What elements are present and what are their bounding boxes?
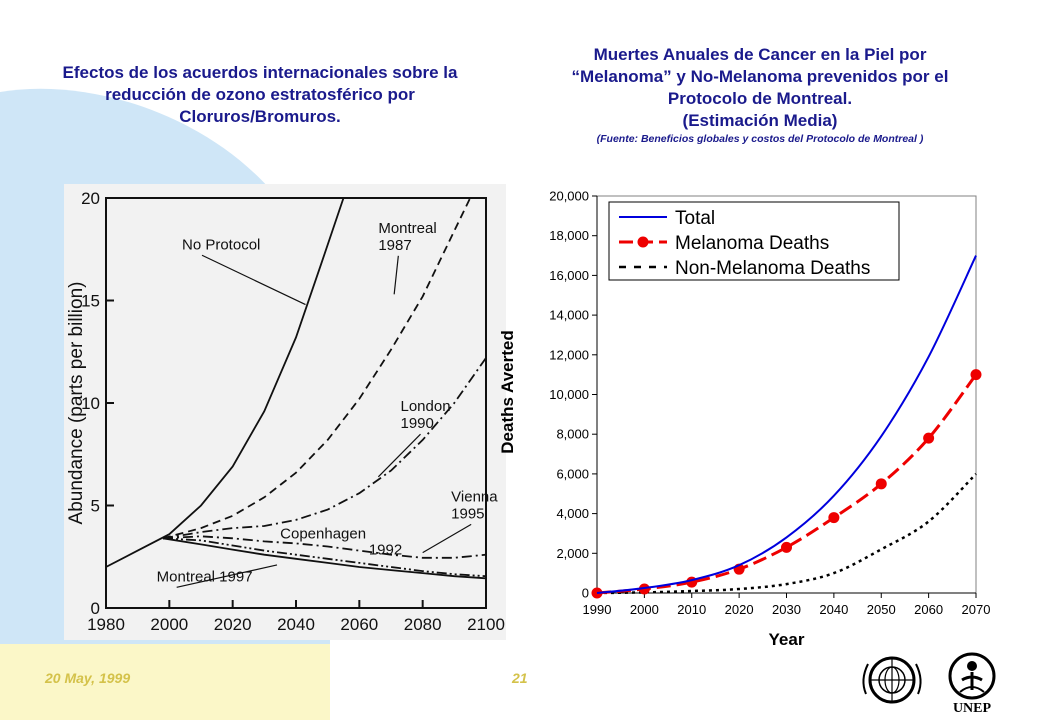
left-series-montreal-1997 [162, 537, 486, 580]
background-yellow-strip [0, 644, 330, 720]
right-title-line-3: Protocolo de Montreal. [667, 89, 853, 108]
left-annotation-leader [422, 523, 472, 554]
left-series-london-1990 [162, 357, 486, 540]
left-x-tick-label: 2040 [277, 615, 315, 634]
un-emblem-icon [862, 656, 922, 704]
footer-date: 20 May, 1999 [45, 670, 131, 686]
left-annotation-leader [377, 433, 421, 478]
right-y-tick-label: 12,000 [549, 347, 589, 362]
right-point-melanoma-deaths [781, 541, 792, 553]
right-point-melanoma-deaths [970, 369, 982, 381]
right-chart-source: (Fuente: Beneficios globales y costos de… [596, 133, 924, 145]
right-x-tick-label: 2000 [630, 602, 659, 617]
right-x-tick-label: 2030 [772, 602, 801, 617]
right-y-tick-label: 10,000 [549, 387, 589, 402]
right-title-line-1: Muertes Anuales de Cancer en la Piel por [593, 45, 927, 64]
annotation-line: Montreal [378, 220, 436, 237]
right-x-tick-label: 2050 [867, 602, 896, 617]
left-y-tick-label: 10 [81, 394, 100, 413]
left-x-tick-label: 2000 [150, 615, 188, 634]
left-annotation-montreal-1997: Montreal 1997 [157, 568, 253, 585]
right-point-melanoma-deaths [638, 583, 650, 595]
left-x-tick-label: 1980 [87, 615, 125, 634]
left-annotation-london-1990: London 1990 [401, 398, 451, 432]
right-series-total [596, 255, 977, 594]
left-x-tick-label: 2100 [467, 615, 505, 634]
right-point-melanoma-deaths [875, 478, 887, 490]
left-x-tick-label: 2020 [214, 615, 252, 634]
left-x-tick-label: 2080 [404, 615, 442, 634]
right-y-tick-label: 0 [582, 586, 589, 601]
left-annotation-no-protocol: No Protocol [182, 236, 260, 253]
right-y-tick-label: 6,000 [556, 466, 589, 481]
right-point-melanoma-deaths [828, 512, 840, 524]
legend-label-total: Total [675, 208, 715, 229]
annotation-line: 1990 [401, 415, 434, 432]
left-y-tick-label: 5 [91, 497, 100, 516]
legend-marker-melanoma-deaths [637, 236, 649, 248]
right-x-tick-label: 2020 [725, 602, 754, 617]
left-series-vienna-1995 [162, 535, 486, 559]
annotation-line: Vienna [451, 488, 498, 505]
right-y-tick-label: 18,000 [549, 228, 589, 243]
annotation-line: No Protocol [182, 236, 260, 253]
left-annotation-1992: 1992 [369, 542, 402, 559]
un-unep-logos: UNEP [862, 652, 996, 716]
annotation-line: 1987 [378, 237, 411, 254]
right-y-axis-label: Deaths Averted [498, 330, 517, 453]
left-chart-paper [64, 184, 506, 640]
left-annotation-leader [176, 564, 278, 588]
right-x-tick-label: 2040 [819, 602, 848, 617]
ozone-abundance-chart: 1980 2000 2020 2040 2060 2080 2100 0 5 10 15 20 Abun… [64, 184, 506, 640]
left-x-tick-label: 2060 [340, 615, 378, 634]
right-x-tick-label: 2070 [962, 602, 991, 617]
left-y-tick-label: 20 [81, 189, 100, 208]
right-chart-title: Muertes Anuales de Cancer en la Piel por… [505, 44, 1015, 146]
right-y-tick-label: 8,000 [556, 427, 589, 442]
right-series-melanoma-deaths [596, 373, 978, 595]
right-x-tick-label: 2010 [677, 602, 706, 617]
left-annotation-leader [393, 255, 399, 295]
right-title-line-2: “Melanoma” y No-Melanoma prevenidos por … [571, 67, 949, 86]
left-annotation-montreal-1987: Montreal 1987 [378, 220, 436, 254]
left-series-montreal-1987 [162, 198, 472, 540]
deaths-averted-chart: 0 2,000 4,000 6,000 8,000 10,000 12,000 14,000 1… [498, 189, 991, 650]
unep-emblem-icon [948, 652, 996, 700]
right-point-melanoma-deaths [923, 432, 935, 444]
annotation-line: 1992 [369, 542, 402, 559]
annotation-line: London [401, 398, 451, 415]
left-series-copenhagen-1992 [162, 537, 486, 578]
left-annotation-vienna-1995: Vienna 1995 [451, 488, 498, 522]
left-y-tick-label: 15 [81, 292, 100, 311]
unep-logo-text: UNEP [953, 701, 992, 716]
right-y-tick-label: 14,000 [549, 308, 589, 323]
right-y-tick-label: 2,000 [556, 546, 589, 561]
right-legend-box [608, 201, 900, 281]
right-x-tick-label: 1990 [583, 602, 612, 617]
legend-label-melanoma-deaths: Melanoma Deaths [675, 233, 829, 254]
right-series-non-melanoma-deaths [596, 473, 977, 595]
right-title-line-4: (Estimación Media) [682, 111, 838, 130]
footer-page-number: 21 [512, 670, 528, 686]
left-y-axis-label: Abundance (parts per billion) [66, 282, 87, 525]
left-annotation-leader [201, 254, 306, 306]
legend-label-non-melanoma-deaths: Non-Melanoma Deaths [675, 258, 870, 279]
left-chart-title: Efectos de los acuerdos internacionales … [62, 63, 458, 126]
annotation-line: Montreal 1997 [157, 568, 253, 585]
right-x-axis-label: Year [769, 630, 805, 649]
annotation-line: Copenhagen [280, 525, 366, 542]
right-y-tick-label: 20,000 [549, 189, 589, 204]
right-y-tick-label: 4,000 [556, 506, 589, 521]
right-x-tick-label: 2060 [914, 602, 943, 617]
left-annotation-copenhagen: Copenhagen [280, 525, 366, 542]
left-y-tick-label: 0 [91, 599, 100, 618]
right-y-tick-label: 16,000 [549, 268, 589, 283]
left-series-no-protocol [106, 198, 345, 568]
annotation-line: 1995 [451, 505, 484, 522]
